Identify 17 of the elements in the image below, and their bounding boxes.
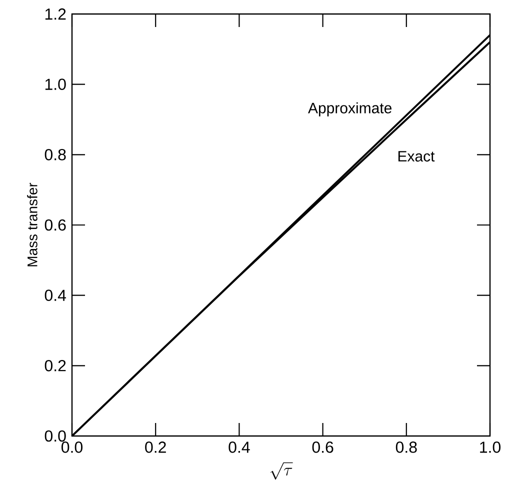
y-tick-label: 1.0 — [45, 78, 66, 90]
y-tick-label: 1.2 — [45, 8, 66, 20]
y-tick-label: 0.2 — [44, 360, 66, 372]
y-tick-label: 0.8 — [44, 149, 66, 160]
x-tick-label: 0.0 — [62, 442, 83, 453]
x-tick-label: 1.0 — [480, 442, 501, 453]
x-tick-label: 0.2 — [145, 442, 166, 453]
series-label: Approximate — [308, 102, 392, 116]
y-axis-title: Mass transfer — [27, 182, 38, 266]
x-tick-label: 0.6 — [312, 442, 334, 453]
series-label: Exact — [398, 151, 435, 162]
y-tick-label: 0.0 — [44, 430, 66, 442]
y-tick-label: 0.4 — [44, 290, 66, 301]
y-tick-label: 0.6 — [44, 219, 66, 231]
x-tick-label: 0.4 — [228, 442, 250, 453]
x-tick-label: 0.8 — [396, 442, 417, 453]
x-axis-title: $\sqrt{\tau}$ — [270, 462, 293, 480]
